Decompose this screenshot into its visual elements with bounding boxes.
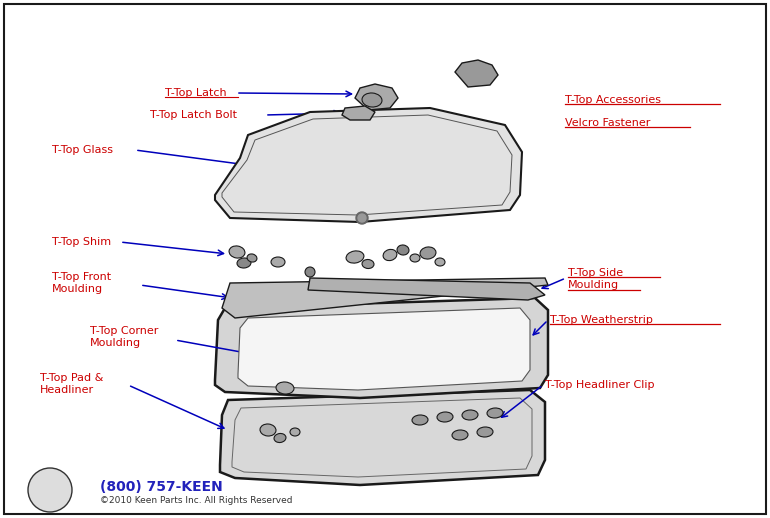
Ellipse shape <box>412 415 428 425</box>
Ellipse shape <box>271 257 285 267</box>
Text: (800) 757-KEEN: (800) 757-KEEN <box>100 480 223 494</box>
Ellipse shape <box>487 408 503 418</box>
Ellipse shape <box>290 428 300 436</box>
Ellipse shape <box>247 254 257 262</box>
Ellipse shape <box>260 424 276 436</box>
PathPatch shape <box>455 60 498 87</box>
Ellipse shape <box>410 254 420 262</box>
PathPatch shape <box>215 108 522 222</box>
Text: T-Top Headliner Clip: T-Top Headliner Clip <box>545 380 654 390</box>
PathPatch shape <box>222 278 548 318</box>
PathPatch shape <box>220 390 545 485</box>
Ellipse shape <box>477 427 493 437</box>
PathPatch shape <box>308 278 545 300</box>
Ellipse shape <box>362 260 374 268</box>
Circle shape <box>356 212 368 224</box>
Text: Velcro Fastener: Velcro Fastener <box>565 118 651 128</box>
PathPatch shape <box>342 106 375 120</box>
Text: T-Top Accessories: T-Top Accessories <box>565 95 661 105</box>
Text: T-Top Side
Moulding: T-Top Side Moulding <box>568 268 623 290</box>
Text: T-Top Shim: T-Top Shim <box>52 237 111 247</box>
Text: T-Top Front
Moulding: T-Top Front Moulding <box>52 272 111 294</box>
Text: T-Top Corner
Moulding: T-Top Corner Moulding <box>90 326 159 348</box>
Text: T-Top Latch Bolt: T-Top Latch Bolt <box>150 110 237 120</box>
PathPatch shape <box>355 84 398 110</box>
PathPatch shape <box>215 298 548 398</box>
Ellipse shape <box>462 410 478 420</box>
Ellipse shape <box>346 251 364 263</box>
Ellipse shape <box>383 249 397 261</box>
Ellipse shape <box>274 434 286 442</box>
Text: T-Top Weatherstrip: T-Top Weatherstrip <box>550 315 653 325</box>
Ellipse shape <box>397 245 409 255</box>
Ellipse shape <box>420 247 436 259</box>
Ellipse shape <box>276 382 294 394</box>
Circle shape <box>305 267 315 277</box>
Ellipse shape <box>435 258 445 266</box>
Text: ©2010 Keen Parts Inc. All Rights Reserved: ©2010 Keen Parts Inc. All Rights Reserve… <box>100 496 293 505</box>
Ellipse shape <box>237 258 251 268</box>
Ellipse shape <box>437 412 453 422</box>
Text: T-Top Pad &
Headliner: T-Top Pad & Headliner <box>40 373 103 395</box>
PathPatch shape <box>238 308 530 390</box>
Ellipse shape <box>229 246 245 258</box>
Text: T-Top Latch: T-Top Latch <box>165 88 226 98</box>
Text: T-Top Glass: T-Top Glass <box>52 145 113 155</box>
Circle shape <box>358 214 366 222</box>
Ellipse shape <box>452 430 468 440</box>
Circle shape <box>28 468 72 512</box>
Ellipse shape <box>362 93 382 107</box>
